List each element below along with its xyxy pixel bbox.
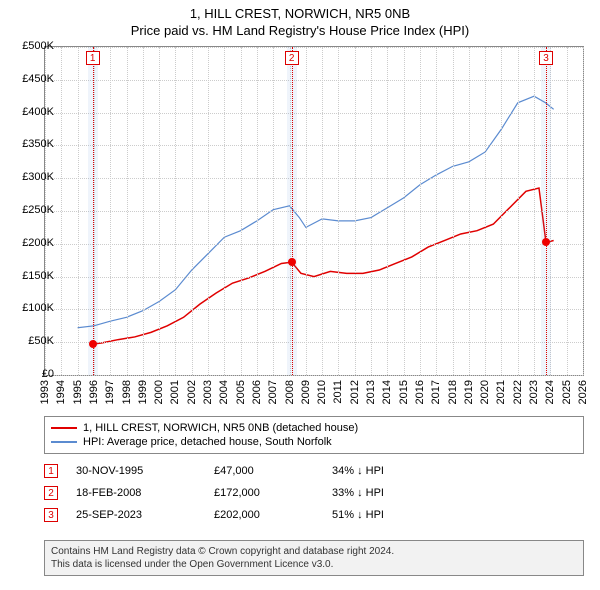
x-axis-label: 2001 (169, 380, 181, 404)
attribution-footer: Contains HM Land Registry data © Crown c… (44, 540, 584, 576)
x-axis-label: 2026 (577, 380, 589, 404)
x-axis-label: 2005 (235, 380, 247, 404)
sale-marker-icon: 2 (44, 486, 58, 500)
y-axis-label: £250K (12, 204, 54, 216)
legend-swatch (51, 441, 77, 443)
sale-date: 30-NOV-1995 (76, 465, 196, 477)
x-axis-label: 1999 (137, 380, 149, 404)
legend-swatch (51, 427, 77, 429)
x-axis-label: 2000 (153, 380, 165, 404)
x-axis-label: 2018 (447, 380, 459, 404)
footer-line: Contains HM Land Registry data © Crown c… (51, 545, 577, 558)
sale-price: £202,000 (214, 509, 314, 521)
y-axis-label: £450K (12, 73, 54, 85)
x-axis-label: 2020 (479, 380, 491, 404)
sales-table: 1 30-NOV-1995 £47,000 34% ↓ HPI 2 18-FEB… (44, 460, 584, 526)
x-axis-label: 2024 (544, 380, 556, 404)
y-axis-label: £100K (12, 302, 54, 314)
y-axis-label: £200K (12, 237, 54, 249)
x-axis-label: 1995 (72, 380, 84, 404)
sale-date: 18-FEB-2008 (76, 487, 196, 499)
x-axis-label: 2002 (186, 380, 198, 404)
x-axis-label: 2025 (561, 380, 573, 404)
x-axis-label: 2003 (202, 380, 214, 404)
plot-area: 1 2 3 (44, 46, 584, 376)
x-axis-label: 2014 (381, 380, 393, 404)
sale-date: 25-SEP-2023 (76, 509, 196, 521)
x-axis-label: 2004 (218, 380, 230, 404)
sale-marker-icon: 1 (86, 51, 100, 65)
x-axis-label: 2023 (528, 380, 540, 404)
sale-diff: 33% ↓ HPI (332, 487, 584, 499)
x-axis-label: 1994 (55, 380, 67, 404)
sale-marker-icon: 3 (539, 51, 553, 65)
x-axis-label: 2022 (512, 380, 524, 404)
x-axis-label: 2007 (267, 380, 279, 404)
x-axis-label: 1998 (121, 380, 133, 404)
x-axis-label: 2010 (316, 380, 328, 404)
x-axis-label: 2013 (365, 380, 377, 404)
legend-label: HPI: Average price, detached house, Sout… (83, 436, 332, 448)
footer-line: This data is licensed under the Open Gov… (51, 558, 577, 571)
sale-row: 3 25-SEP-2023 £202,000 51% ↓ HPI (44, 504, 584, 526)
legend-label: 1, HILL CREST, NORWICH, NR5 0NB (detache… (83, 422, 358, 434)
sale-point-icon (288, 258, 296, 266)
y-axis-label: £0 (12, 368, 54, 380)
x-axis-label: 2017 (430, 380, 442, 404)
x-axis-label: 2016 (414, 380, 426, 404)
sale-point-icon (89, 340, 97, 348)
x-axis-label: 1993 (39, 380, 51, 404)
x-axis-label: 2009 (300, 380, 312, 404)
y-axis-label: £500K (12, 40, 54, 52)
sale-row: 2 18-FEB-2008 £172,000 33% ↓ HPI (44, 482, 584, 504)
x-axis-label: 2015 (398, 380, 410, 404)
legend-item: HPI: Average price, detached house, Sout… (51, 435, 577, 449)
sale-marker-icon: 1 (44, 464, 58, 478)
y-axis-label: £400K (12, 106, 54, 118)
sale-diff: 34% ↓ HPI (332, 465, 584, 477)
x-axis-label: 2006 (251, 380, 263, 404)
y-axis-label: £150K (12, 270, 54, 282)
legend-item: 1, HILL CREST, NORWICH, NR5 0NB (detache… (51, 421, 577, 435)
x-axis-label: 2008 (284, 380, 296, 404)
y-axis-label: £300K (12, 171, 54, 183)
chart-title-2: Price paid vs. HM Land Registry's House … (0, 21, 600, 42)
x-axis-label: 2011 (332, 380, 344, 404)
x-axis-label: 2019 (463, 380, 475, 404)
sale-price: £47,000 (214, 465, 314, 477)
x-axis-label: 1996 (88, 380, 100, 404)
chart-container: 1, HILL CREST, NORWICH, NR5 0NB Price pa… (0, 0, 600, 590)
x-axis-label: 1997 (104, 380, 116, 404)
sale-point-icon (542, 238, 550, 246)
x-axis-label: 2021 (495, 380, 507, 404)
sale-marker-icon: 3 (44, 508, 58, 522)
sale-marker-icon: 2 (285, 51, 299, 65)
y-axis-label: £50K (12, 335, 54, 347)
sale-diff: 51% ↓ HPI (332, 509, 584, 521)
chart-title-1: 1, HILL CREST, NORWICH, NR5 0NB (0, 0, 600, 21)
sale-price: £172,000 (214, 487, 314, 499)
sale-row: 1 30-NOV-1995 £47,000 34% ↓ HPI (44, 460, 584, 482)
legend-box: 1, HILL CREST, NORWICH, NR5 0NB (detache… (44, 416, 584, 454)
x-axis-label: 2012 (349, 380, 361, 404)
y-axis-label: £350K (12, 138, 54, 150)
